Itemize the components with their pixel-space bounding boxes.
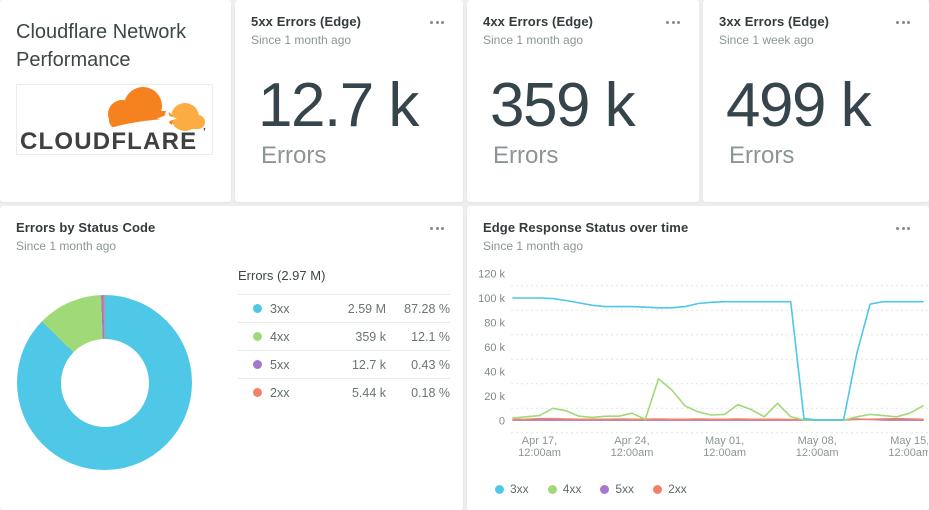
x-tick-label: May 15, <box>890 435 928 447</box>
stat-unit: Errors <box>261 142 327 169</box>
stat-card-4xx: 4xx Errors (Edge) Since 1 month ago 359 … <box>467 0 699 202</box>
more-options-icon <box>896 227 899 230</box>
card-subtitle: Since 1 month ago <box>16 239 117 253</box>
stat-card-3xx: 3xx Errors (Edge) Since 1 week ago 499 k… <box>703 0 929 202</box>
y-tick-label: 40 k <box>484 367 505 379</box>
y-tick-label: 120 k <box>478 269 505 281</box>
legend-label: 4xx <box>562 482 582 496</box>
x-tick-label: May 08, <box>798 435 837 447</box>
row-value: 2.59 M <box>347 301 386 316</box>
row-percent: 12.1 % <box>411 329 450 344</box>
pie-card: Errors by Status Code Since 1 month ago … <box>0 206 463 510</box>
legend-dot <box>653 484 663 494</box>
logo-wordmark: CLOUDFLARE <box>20 128 197 154</box>
series-line-2xx <box>512 417 924 421</box>
more-options-icon <box>896 21 899 24</box>
row-percent: 0.18 % <box>411 385 450 400</box>
x-tick-label: 12:00am <box>796 447 839 459</box>
x-tick-label: 12:00am <box>611 447 654 459</box>
more-options-icon <box>430 21 433 24</box>
legend-label: 5xx <box>615 482 635 496</box>
series-line-3xx <box>512 297 924 421</box>
row-label: 3xx <box>270 301 290 316</box>
table-row-5xx[interactable]: 5xx 12.7 k 0.43 % <box>238 350 450 378</box>
row-percent: 87.28 % <box>404 301 450 316</box>
more-options-button[interactable] <box>663 18 683 27</box>
legend-dot <box>547 484 557 494</box>
x-tick-label: Apr 24, <box>614 435 649 447</box>
more-options-icon <box>666 21 669 24</box>
row-value: 359 k <box>355 329 386 344</box>
legend-dot <box>253 304 262 313</box>
row-label: 5xx <box>270 357 290 372</box>
row-label: 2xx <box>270 385 290 400</box>
row-percent: 0.43 % <box>411 357 450 372</box>
card-subtitle: Since 1 month ago <box>251 33 352 47</box>
stat-card-5xx: 5xx Errors (Edge) Since 1 month ago 12.7… <box>235 0 463 202</box>
more-options-button[interactable] <box>427 224 447 233</box>
table-row-2xx[interactable]: 2xx 5.44 k 0.18 % <box>238 378 450 406</box>
row-value: 12.7 k <box>351 357 386 372</box>
page-title: Cloudflare Network Performance <box>16 21 187 71</box>
title-card: Cloudflare Network Performance CLOUDFLAR… <box>0 0 231 202</box>
legend-header: Errors (2.97 M) <box>238 268 326 283</box>
legend-dot <box>600 484 610 494</box>
x-tick-label: Apr 17, <box>522 435 557 447</box>
stat-unit: Errors <box>493 142 559 169</box>
y-tick-label: 80 k <box>484 318 505 330</box>
more-options-button[interactable] <box>893 18 913 27</box>
y-tick-label: 0 <box>499 416 505 428</box>
card-title: 3xx Errors (Edge) <box>719 14 830 29</box>
stat-value: 12.7 k <box>258 71 419 140</box>
cloudflare-logo-icon: CLOUDFLARE ’ <box>20 87 206 155</box>
card-title: Errors by Status Code <box>16 220 156 235</box>
series-line-4xx <box>512 378 924 421</box>
row-label: 4xx <box>270 329 290 344</box>
legend-label: 3xx <box>510 482 529 496</box>
card-title: Edge Response Status over time <box>483 220 689 235</box>
table-row-4xx[interactable]: 4xx 359 k 12.1 % <box>238 322 450 350</box>
legend-dot <box>495 484 504 494</box>
stat-value: 359 k <box>490 71 636 140</box>
card-subtitle: Since 1 month ago <box>483 239 584 253</box>
legend-item-5xx[interactable]: 5xx <box>600 482 634 496</box>
legend-item-3xx[interactable]: 3xx <box>495 482 529 496</box>
legend-dot <box>253 332 262 341</box>
card-subtitle: Since 1 month ago <box>483 33 584 47</box>
card-title: 4xx Errors (Edge) <box>483 14 594 29</box>
line-card: Edge Response Status over time Since 1 m… <box>467 206 929 510</box>
row-value: 5.44 k <box>351 385 386 400</box>
cloudflare-logo: CLOUDFLARE ’ <box>16 84 213 155</box>
card-subtitle: Since 1 week ago <box>719 33 814 47</box>
x-tick-label: 12:00am <box>888 447 928 459</box>
legend-dot <box>253 388 262 397</box>
table-row-3xx[interactable]: 3xx 2.59 M 87.28 % <box>238 294 450 322</box>
chart-legend: 3xx 4xx 5xx 2xx <box>495 482 687 496</box>
donut-chart[interactable] <box>17 295 192 470</box>
pie-legend-table: Errors (2.97 M) 3xx 2.59 M 87.28 % 4xx 3… <box>238 268 450 406</box>
legend-item-4xx[interactable]: 4xx <box>547 482 582 496</box>
cloud-icon <box>107 87 205 131</box>
x-tick-label: 12:00am <box>703 447 746 459</box>
y-tick-label: 20 k <box>484 391 505 403</box>
stat-unit: Errors <box>729 142 795 169</box>
card-title: 5xx Errors (Edge) <box>251 14 362 29</box>
stat-value: 499 k <box>726 71 872 140</box>
logo-trademark: ’ <box>203 127 206 138</box>
more-options-button[interactable] <box>893 224 913 233</box>
legend-item-2xx[interactable]: 2xx <box>653 482 687 496</box>
legend-label: 2xx <box>668 482 687 496</box>
more-options-icon <box>430 227 433 230</box>
y-tick-label: 60 k <box>484 342 505 354</box>
x-tick-label: May 01, <box>705 435 744 447</box>
y-tick-label: 100 k <box>478 293 505 305</box>
legend-dot <box>253 360 262 369</box>
x-tick-label: 12:00am <box>518 447 561 459</box>
more-options-button[interactable] <box>427 18 447 27</box>
